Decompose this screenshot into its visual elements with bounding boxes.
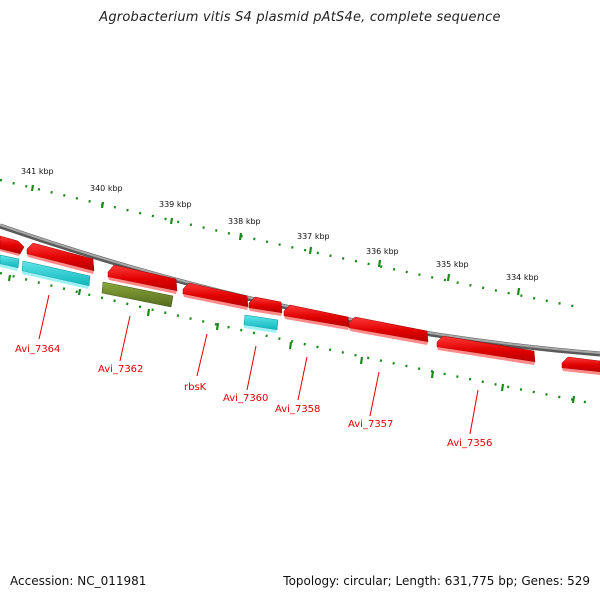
accession-label: Accession: NC_011981 xyxy=(10,574,147,588)
inner-tick-5 xyxy=(288,341,293,350)
reverse-genes xyxy=(0,254,279,333)
inner-tick-4 xyxy=(215,322,220,331)
leader-avi-7357 xyxy=(369,371,380,417)
gene-labels: Avi_7364 Avi_7362 rbsK Avi_7360 Avi_7358… xyxy=(15,344,492,449)
gene-arrow-avi-7357[interactable] xyxy=(348,316,429,343)
inner-ruler-dots xyxy=(0,271,591,405)
map-title: Agrobacterium vitis S4 plasmid pAtS4e, c… xyxy=(99,10,501,25)
inner-tick-6 xyxy=(359,356,364,365)
ruler-label-338: 338 kbp xyxy=(228,217,261,226)
inner-tick-3 xyxy=(146,308,151,317)
leader-avi-7360 xyxy=(246,345,257,391)
ruler-label-340: 340 kbp xyxy=(90,184,123,193)
gene-arrow-avi-7358[interactable] xyxy=(283,304,350,328)
gene-arrow-rbsk[interactable] xyxy=(182,282,249,308)
leader-avi-7364 xyxy=(38,294,50,340)
gene-label-avi-7357[interactable]: Avi_7357 xyxy=(348,419,393,430)
forward-genes xyxy=(0,235,600,375)
gene-label-avi-7356[interactable]: Avi_7356 xyxy=(447,438,492,449)
inner-tick-8 xyxy=(500,383,505,392)
gene-arrow-avi-7356[interactable] xyxy=(436,335,536,363)
gene-label-avi-7360[interactable]: Avi_7360 xyxy=(223,393,268,404)
ruler-label-339: 339 kbp xyxy=(159,200,192,209)
gene-arrow-avi-7364-red[interactable] xyxy=(26,242,95,272)
outer-tick-337 xyxy=(308,246,313,255)
inner-tick-1 xyxy=(7,274,12,282)
inner-tick-7 xyxy=(430,370,435,379)
ruler-label-334: 334 kbp xyxy=(506,273,539,282)
sequence-summary: Topology: circular; Length: 631,775 bp; … xyxy=(283,574,590,588)
outer-tick-335 xyxy=(446,273,451,282)
backbone-arc xyxy=(0,223,600,357)
outer-tick-334 xyxy=(516,287,521,296)
gene-label-rbsk[interactable]: rbsK xyxy=(184,382,207,393)
leader-avi-7356 xyxy=(469,389,479,435)
gene-arrow-avi-7362[interactable] xyxy=(107,264,178,292)
outer-tick-338 xyxy=(238,232,243,241)
outer-tick-341 xyxy=(30,184,35,192)
inner-tick-9 xyxy=(571,395,576,404)
feature-olive-avi-7362[interactable] xyxy=(101,281,174,308)
gene-label-avi-7362[interactable]: Avi_7362 xyxy=(98,364,143,375)
leader-avi-7362 xyxy=(119,315,131,362)
ruler-label-335: 335 kbp xyxy=(436,260,469,269)
gene-label-avi-7358[interactable]: Avi_7358 xyxy=(275,404,320,415)
gene-arrow-right-partial[interactable] xyxy=(561,356,600,373)
label-leaders xyxy=(38,294,479,435)
gene-arrow-avi-7360[interactable] xyxy=(248,296,283,314)
outer-tick-340 xyxy=(100,201,105,209)
outer-tick-336 xyxy=(377,259,382,268)
inner-tick-2 xyxy=(77,288,82,296)
ruler-label-341: 341 kbp xyxy=(21,167,54,176)
ruler-label-337: 337 kbp xyxy=(297,232,330,241)
gene-arrow-left-partial[interactable] xyxy=(0,235,25,255)
leader-avi-7358 xyxy=(297,356,308,401)
outer-ruler: 341 kbp 340 kbp 339 kbp 338 kbp 337 kbp … xyxy=(0,167,579,309)
ruler-label-336: 336 kbp xyxy=(366,247,399,256)
leader-rbsk xyxy=(196,333,208,377)
outer-tick-339 xyxy=(169,217,174,225)
gene-label-avi-7364[interactable]: Avi_7364 xyxy=(15,344,60,355)
inner-ruler xyxy=(0,271,591,405)
